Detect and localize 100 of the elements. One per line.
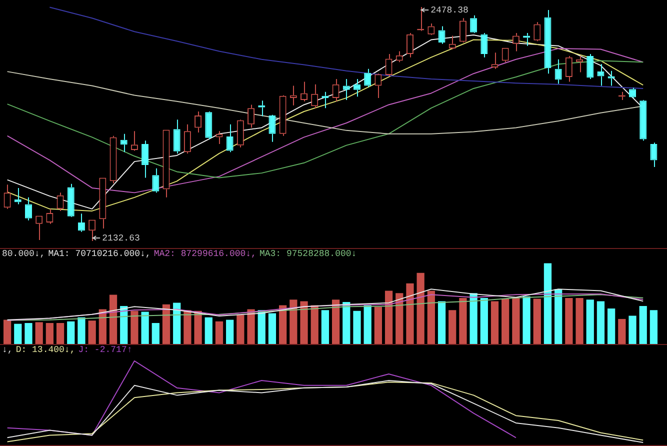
bar: [470, 293, 478, 344]
bar: [300, 301, 308, 344]
bar: [396, 293, 404, 344]
text: MA1: 70710216.000↓,: [48, 249, 151, 260]
bar: [586, 300, 594, 344]
bar: [56, 323, 64, 344]
bar: [490, 301, 499, 344]
bar: [332, 300, 340, 344]
bar: [310, 305, 318, 344]
candlestick: [480, 32, 488, 58]
bar: [522, 296, 530, 344]
bar: [236, 314, 244, 344]
bar: [596, 301, 605, 344]
annotation: 2478.38: [430, 5, 468, 16]
text: D: 13.400↓,: [16, 345, 76, 356]
bar: [24, 323, 32, 344]
bar: [3, 320, 12, 344]
bar: [173, 302, 181, 344]
candlestick: [640, 100, 647, 142]
text: MA3: 97528288.000↓: [259, 249, 357, 260]
text: ↓,: [2, 345, 13, 356]
candlestick: [279, 96, 286, 136]
bar: [502, 298, 510, 344]
candlestick: [353, 78, 360, 98]
candlestick: [342, 78, 350, 100]
candlestick: [385, 53, 392, 77]
bar: [576, 298, 584, 344]
bar: [14, 324, 22, 344]
candlestick: [534, 22, 541, 40]
bar: [215, 321, 224, 344]
bar: [628, 316, 636, 344]
candlestick: [24, 196, 32, 221]
candlestick: [565, 55, 572, 82]
bar: [639, 306, 647, 344]
series-label: J: -2.717↑: [78, 345, 132, 356]
bar: [35, 322, 43, 344]
bar: [321, 310, 330, 344]
text: MA2: 87299616.000↓,: [154, 249, 256, 260]
bar: [480, 298, 488, 344]
candlestick: [364, 68, 372, 88]
candlestick: [205, 112, 212, 140]
candlestick: [650, 142, 658, 168]
candlestick: [142, 140, 149, 178]
candlestick: [248, 104, 255, 128]
bar: [226, 320, 234, 344]
annotation: 2132.63: [102, 233, 140, 244]
bar: [353, 310, 361, 344]
text: 80.000↓,: [2, 249, 46, 260]
bar: [46, 323, 54, 344]
candlestick: [173, 119, 180, 154]
bar: [565, 298, 573, 344]
bar: [204, 317, 212, 344]
candlestick: [236, 120, 244, 148]
bar: [152, 323, 160, 344]
candlestick: [226, 124, 234, 153]
bar: [448, 310, 456, 344]
bar: [279, 305, 287, 344]
candlestick: [290, 85, 297, 106]
bar: [427, 290, 435, 344]
bar: [384, 290, 393, 344]
candlestick: [120, 133, 128, 153]
bar: [416, 272, 424, 344]
candlestick: [502, 48, 509, 63]
candlestick: [4, 184, 11, 210]
bar: [459, 298, 467, 344]
bar: [406, 283, 414, 344]
candlestick: [544, 9, 552, 74]
candlestick: [184, 124, 191, 154]
bar: [268, 313, 276, 344]
candlestick: [194, 110, 202, 133]
bar: [88, 320, 96, 344]
candlestick: [406, 32, 414, 58]
bar: [184, 310, 192, 344]
bar: [78, 317, 86, 344]
bar: [544, 263, 552, 344]
bar: [650, 310, 658, 344]
candlestick: [597, 64, 604, 86]
bar: [512, 298, 520, 344]
candlestick: [162, 130, 170, 198]
bar: [533, 298, 541, 344]
bar: [67, 321, 75, 344]
candlestick: [332, 78, 340, 102]
candlestick: [491, 52, 498, 70]
bar: [247, 309, 255, 344]
bar: [98, 309, 106, 344]
bar: [608, 308, 616, 344]
candlestick: [586, 53, 594, 80]
candlestick: [152, 168, 160, 194]
bar: [258, 310, 266, 344]
candlestick: [459, 18, 466, 42]
candlestick: [438, 26, 446, 44]
bar: [438, 301, 446, 344]
bar: [162, 304, 170, 344]
bar: [554, 289, 562, 344]
bar: [130, 310, 138, 344]
bar: [342, 302, 350, 344]
bar: [290, 300, 298, 344]
candlestick: [311, 84, 318, 109]
bar: [618, 318, 626, 344]
bar: [364, 305, 372, 344]
